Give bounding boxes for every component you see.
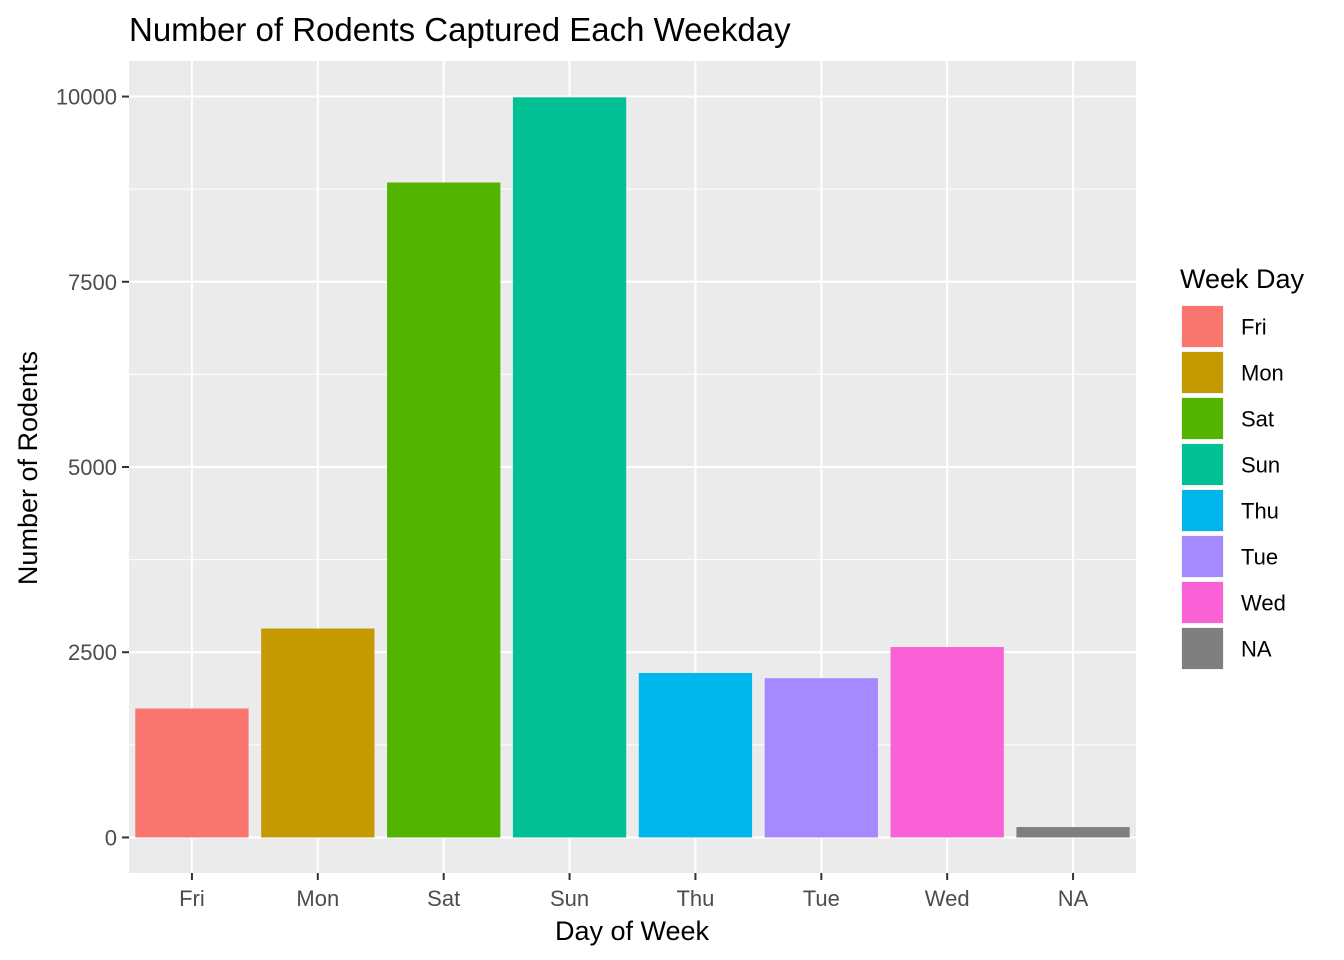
legend-label: Fri [1241,315,1267,340]
x-tick-label: Thu [676,886,714,911]
legend-label: Wed [1241,591,1286,616]
legend-label: Mon [1241,361,1284,386]
x-tick-label: Wed [925,886,970,911]
chart-title: Number of Rodents Captured Each Weekday [129,11,791,48]
legend-key-tue [1182,536,1223,577]
legend-key-thu [1182,490,1223,531]
x-tick-label: Sat [427,886,460,911]
bar-na [1016,827,1130,838]
bar-tue [764,678,878,838]
legend-label: NA [1241,637,1272,662]
x-tick-label: Sun [550,886,589,911]
bars [135,97,1130,838]
y-tick-label: 0 [105,825,117,850]
x-tick-label: NA [1058,886,1089,911]
y-tick-label: 10000 [56,85,117,110]
x-tick-label: Fri [179,886,205,911]
legend-key-mon [1182,352,1223,393]
legend-label: Sat [1241,407,1274,432]
bar-fri [135,708,249,838]
legend-key-sat [1182,398,1223,439]
legend-label: Tue [1241,545,1278,570]
legend-key-sun [1182,444,1223,485]
y-axis-title: Number of Rodents [13,351,43,585]
y-tick-label: 2500 [68,640,117,665]
y-tick-label: 5000 [68,455,117,480]
legend-key-na [1182,628,1223,669]
legend-label: Sun [1241,453,1280,478]
bar-wed [890,647,1004,838]
x-tick-label: Mon [296,886,339,911]
legend-title: Week Day [1180,264,1305,294]
legend-key-wed [1182,582,1223,623]
y-tick-label: 7500 [68,270,117,295]
x-axis: Fri Mon Sat Sun Thu Tue Wed NA [179,873,1089,911]
bar-sun [512,97,627,838]
y-axis: 0 2500 5000 7500 10000 [56,85,129,850]
x-axis-title: Day of Week [555,916,710,946]
bar-thu [638,672,753,838]
legend: Week Day Fri Mon Sat Sun Thu Tue Wed NA [1180,264,1305,670]
x-tick-label: Tue [803,886,840,911]
legend-key-fri [1182,306,1223,347]
bar-sat [387,182,501,838]
legend-label: Thu [1241,499,1279,524]
bar-mon [261,628,375,838]
